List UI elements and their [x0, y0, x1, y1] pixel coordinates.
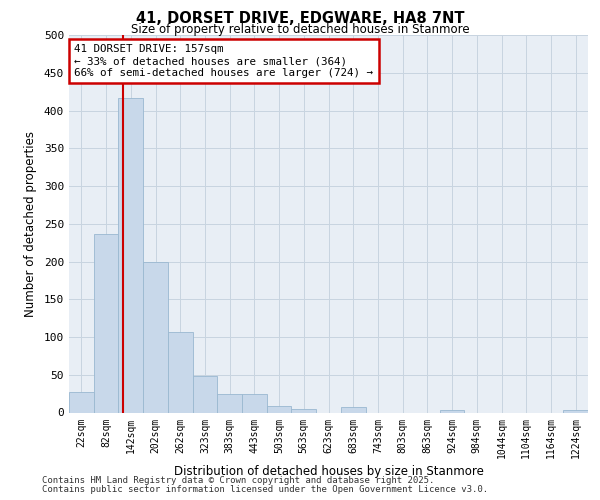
Bar — [217, 394, 242, 412]
Text: Contains public sector information licensed under the Open Government Licence v3: Contains public sector information licen… — [42, 485, 488, 494]
Bar — [143, 262, 168, 412]
Bar — [242, 394, 267, 412]
Y-axis label: Number of detached properties: Number of detached properties — [24, 130, 37, 317]
Text: 41 DORSET DRIVE: 157sqm
← 33% of detached houses are smaller (364)
66% of semi-d: 41 DORSET DRIVE: 157sqm ← 33% of detache… — [74, 44, 373, 78]
Text: Size of property relative to detached houses in Stanmore: Size of property relative to detached ho… — [131, 22, 469, 36]
Bar — [267, 406, 292, 412]
Bar — [118, 98, 143, 412]
Bar — [193, 376, 217, 412]
X-axis label: Distribution of detached houses by size in Stanmore: Distribution of detached houses by size … — [173, 466, 484, 478]
Bar — [563, 410, 588, 412]
Bar — [94, 234, 118, 412]
Text: 41, DORSET DRIVE, EDGWARE, HA8 7NT: 41, DORSET DRIVE, EDGWARE, HA8 7NT — [136, 11, 464, 26]
Text: Contains HM Land Registry data © Crown copyright and database right 2025.: Contains HM Land Registry data © Crown c… — [42, 476, 434, 485]
Bar — [440, 410, 464, 412]
Bar — [292, 410, 316, 412]
Bar — [341, 407, 365, 412]
Bar — [168, 332, 193, 412]
Bar — [69, 392, 94, 412]
